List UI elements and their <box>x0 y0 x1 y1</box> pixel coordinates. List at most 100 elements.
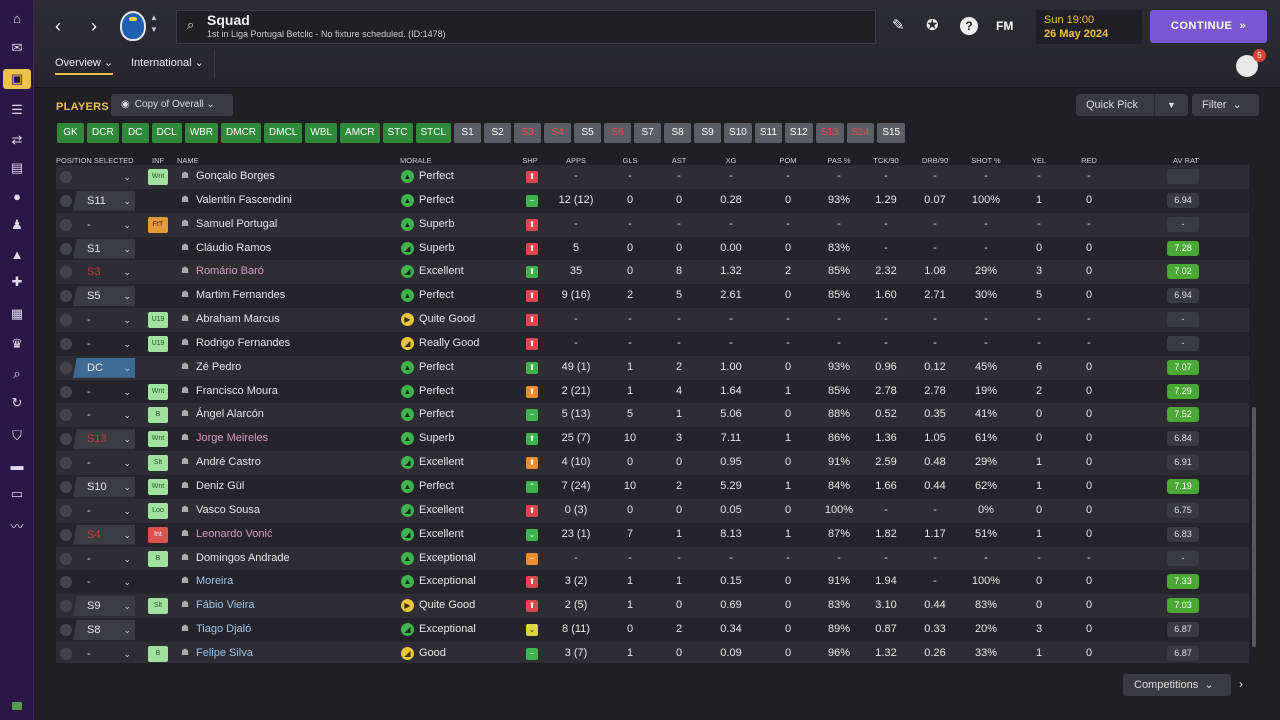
position-chip[interactable]: DCL <box>151 123 182 143</box>
select-checkbox[interactable] <box>60 528 72 541</box>
quick-pick-button[interactable]: Quick Pick ▼ <box>1076 94 1188 116</box>
training-icon[interactable]: ▲ <box>10 246 24 262</box>
player-name[interactable]: Vasco Sousa <box>196 503 261 516</box>
position-chip[interactable]: S6 <box>604 123 632 143</box>
col-header[interactable]: APPS <box>565 156 587 165</box>
info-badge[interactable]: Wnt <box>148 478 168 495</box>
col-header[interactable]: MORALE <box>400 156 432 165</box>
position-selector[interactable]: S9 ⌄ <box>73 596 135 617</box>
chevron-down-icon[interactable]: ▼ <box>1154 94 1188 116</box>
back-button[interactable]: ‹ <box>55 16 61 36</box>
position-chip[interactable]: S8 <box>664 123 692 143</box>
badge-icon[interactable]: ✪ <box>926 17 939 34</box>
ball-icon[interactable]: ● <box>13 188 21 204</box>
table-row[interactable]: S11 ⌄ ☗ Valentín Fascendini ▲ Perfect − 12 (12)… <box>56 188 1249 213</box>
player-name[interactable]: Martim Fernandes <box>196 289 286 302</box>
select-checkbox[interactable] <box>60 361 72 374</box>
col-header[interactable]: YEL <box>1031 156 1047 165</box>
position-selector[interactable]: S13 ⌄ <box>73 429 135 450</box>
position-chip[interactable]: S7 <box>634 123 662 143</box>
table-row[interactable]: S9 ⌄ Slt ☗ Fábio Vieira ▶ Quite Good ⬆ 2 (5) 1 0 0.… <box>56 594 1249 619</box>
position-selector[interactable]: S1 ⌄ <box>73 238 135 259</box>
player-name[interactable]: Samuel Portugal <box>196 217 278 230</box>
select-checkbox[interactable] <box>60 171 72 183</box>
avatar[interactable] <box>1236 55 1258 77</box>
table-row[interactable]: - ⌄ ☗ Moreira ▲ Exceptional ⬆ 3 (2) 1 1 0.15 0 91% 1.… <box>56 570 1249 595</box>
table-row[interactable]: - ⌄ U19 ☗ Abraham Marcus ▶ Quite Good ⬆ - - - - - - - -… <box>56 308 1249 332</box>
continue-button[interactable]: CONTINUE » <box>1150 10 1267 43</box>
help-icon[interactable]: ? <box>960 17 978 35</box>
position-chip[interactable]: WBL <box>305 123 338 143</box>
squad-icon[interactable]: ▣ <box>3 69 31 89</box>
position-selector[interactable]: DC ⌄ <box>73 357 135 378</box>
position-chip[interactable]: S5 <box>574 123 602 143</box>
select-checkbox[interactable] <box>60 385 72 398</box>
select-checkbox[interactable] <box>60 266 72 279</box>
info-badge[interactable]: B <box>148 407 168 424</box>
info-badge[interactable]: U19 <box>148 312 168 329</box>
table-row[interactable]: - ⌄ U19 ☗ Rodrigo Fernandes ◢ Really Good ⬆ - - - -… <box>56 331 1249 356</box>
position-chip[interactable]: STCL <box>415 123 452 143</box>
trophy-icon[interactable]: ♛ <box>11 336 23 351</box>
transfers-icon[interactable]: ⇄ <box>11 132 23 147</box>
col-header[interactable]: INF <box>152 156 165 165</box>
info-badge[interactable]: Loo <box>148 502 168 519</box>
position-selector[interactable]: - ⌄ <box>73 215 135 235</box>
position-chip[interactable]: S10 <box>724 123 752 143</box>
search-icon[interactable]: ⌕ <box>187 17 195 32</box>
position-chip[interactable]: DCR <box>87 123 119 143</box>
fm-logo[interactable]: FM <box>996 19 1014 33</box>
position-selector[interactable]: - ⌄ <box>73 572 135 592</box>
col-header[interactable]: PAS % <box>827 156 851 165</box>
player-name[interactable]: Jorge Meireles <box>196 432 269 445</box>
tab-international[interactable]: International ⌄ <box>131 57 204 69</box>
position-chip[interactable]: S11 <box>754 123 782 143</box>
position-chip[interactable]: S1 <box>454 123 482 143</box>
medical-icon[interactable]: ✚ <box>11 274 23 289</box>
col-header[interactable]: NAME <box>177 156 199 165</box>
position-chip[interactable]: DMCL <box>264 123 303 143</box>
calendar-icon[interactable]: ▦ <box>10 306 24 321</box>
info-badge[interactable]: B <box>148 645 168 662</box>
club-switch-icon[interactable]: ▲ ▼ <box>150 13 158 34</box>
position-chip[interactable]: S4 <box>544 123 572 143</box>
position-chip[interactable]: S12 <box>784 123 813 143</box>
info-badge[interactable]: Wnt <box>148 383 168 400</box>
search-icon[interactable]: ⌕ <box>13 366 21 381</box>
col-header[interactable]: DRB/90 <box>921 156 949 165</box>
position-chip[interactable]: AMCR <box>340 123 380 143</box>
position-selector[interactable]: - ⌄ <box>73 382 135 402</box>
select-checkbox[interactable] <box>60 242 72 255</box>
position-chip[interactable]: S3 <box>514 123 542 143</box>
report-icon[interactable]: ▤ <box>10 160 24 175</box>
col-header[interactable]: GLS <box>622 156 638 165</box>
player-name[interactable]: Leonardo Vonić <box>196 527 273 540</box>
chevron-right-icon[interactable]: › <box>1239 677 1243 691</box>
position-selector[interactable]: - ⌄ <box>73 453 135 473</box>
position-selector[interactable]: S5 ⌄ <box>73 286 135 307</box>
shield-icon[interactable]: ⛉ <box>12 428 22 443</box>
clipboard-icon[interactable]: ☰ <box>11 102 23 117</box>
select-checkbox[interactable] <box>60 647 72 660</box>
briefcase-icon[interactable]: ▬ <box>10 457 24 473</box>
info-badge[interactable]: U19 <box>148 335 168 352</box>
tab-overview[interactable]: Overview ⌄ <box>55 56 114 75</box>
position-selector[interactable]: - ⌄ <box>73 405 135 425</box>
scrollbar[interactable] <box>1252 407 1256 647</box>
table-row[interactable]: S8 ⌄ ☗ Tiago Djaló ◢ Exceptional ⌄ 8 (11) 0 2 0.34… <box>56 618 1249 642</box>
refresh-icon[interactable]: ↻ <box>11 395 23 410</box>
view-select[interactable]: ◉ Copy of Overall ⌄ <box>111 94 233 116</box>
info-badge[interactable]: Slt <box>148 598 168 615</box>
player-name[interactable]: Rodrigo Fernandes <box>196 336 291 349</box>
table-row[interactable]: S13 ⌄ Wnt ☗ Jorge Meireles ▲ Superb ⬆ 25 (7) 10 3 7… <box>56 427 1249 452</box>
col-header[interactable]: TCK/90 <box>873 156 899 165</box>
col-header[interactable]: POSITION SELECTED <box>56 156 134 165</box>
player-name[interactable]: Zé Pedro <box>196 360 242 373</box>
info-badge[interactable]: Wnt <box>148 431 168 448</box>
position-chip[interactable]: S14 <box>846 123 875 143</box>
club-badge[interactable] <box>120 11 146 41</box>
position-chip[interactable]: STC <box>382 123 413 143</box>
position-selector[interactable]: - ⌄ <box>73 310 135 330</box>
info-badge[interactable]: FtT <box>148 216 168 233</box>
position-chip[interactable]: DMCR <box>221 123 262 143</box>
